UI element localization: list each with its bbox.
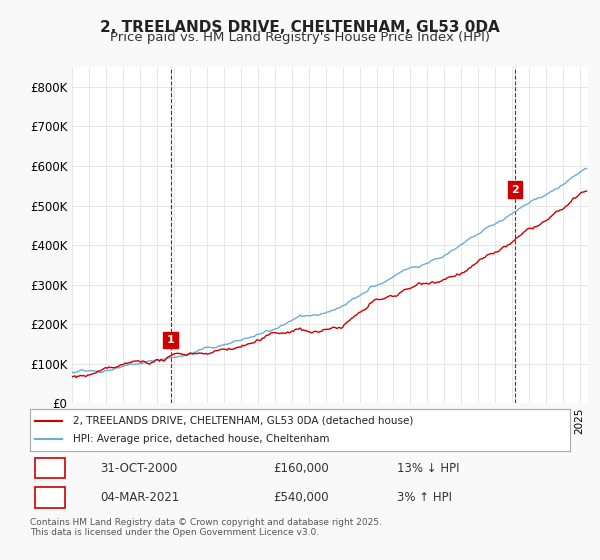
Text: 1: 1: [46, 461, 55, 474]
Text: Price paid vs. HM Land Registry's House Price Index (HPI): Price paid vs. HM Land Registry's House …: [110, 31, 490, 44]
Text: 2: 2: [46, 491, 55, 504]
Text: 2, TREELANDS DRIVE, CHELTENHAM, GL53 0DA (detached house): 2, TREELANDS DRIVE, CHELTENHAM, GL53 0DA…: [73, 416, 413, 426]
Text: 1: 1: [167, 335, 175, 345]
Text: 13% ↓ HPI: 13% ↓ HPI: [397, 461, 460, 474]
Text: 3% ↑ HPI: 3% ↑ HPI: [397, 491, 452, 504]
Text: £540,000: £540,000: [273, 491, 329, 504]
FancyBboxPatch shape: [35, 458, 65, 478]
Text: 2, TREELANDS DRIVE, CHELTENHAM, GL53 0DA: 2, TREELANDS DRIVE, CHELTENHAM, GL53 0DA: [100, 20, 500, 35]
Text: 04-MAR-2021: 04-MAR-2021: [100, 491, 179, 504]
Text: Contains HM Land Registry data © Crown copyright and database right 2025.
This d: Contains HM Land Registry data © Crown c…: [30, 518, 382, 538]
Text: 31-OCT-2000: 31-OCT-2000: [100, 461, 178, 474]
Text: HPI: Average price, detached house, Cheltenham: HPI: Average price, detached house, Chel…: [73, 434, 330, 444]
Text: 2: 2: [511, 185, 518, 195]
Text: £160,000: £160,000: [273, 461, 329, 474]
FancyBboxPatch shape: [35, 487, 65, 508]
